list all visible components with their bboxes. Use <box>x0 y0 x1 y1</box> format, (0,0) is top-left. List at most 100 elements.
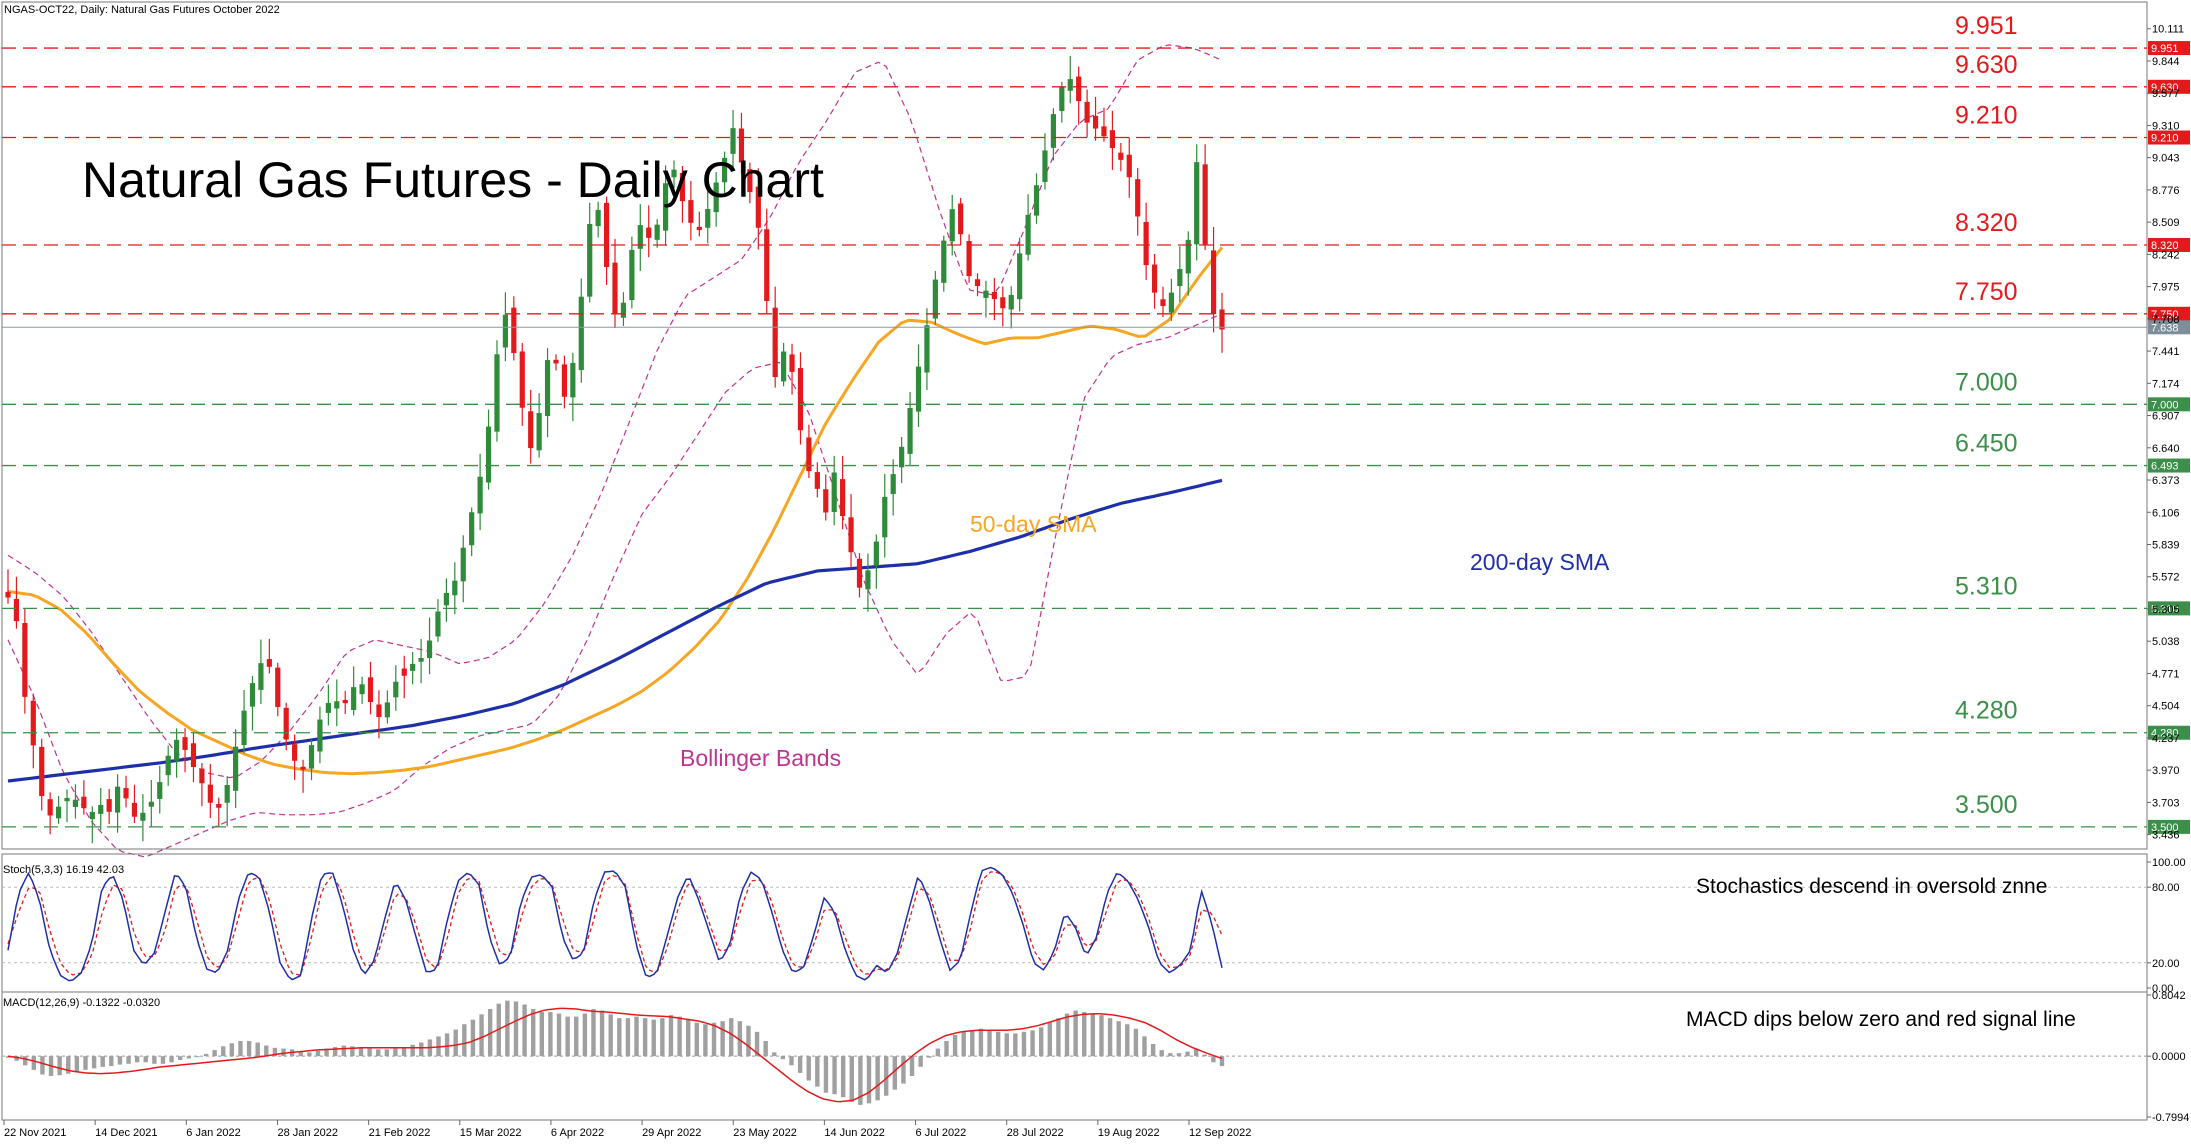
candle-body <box>1210 250 1217 315</box>
macd-histogram-bar <box>203 1053 209 1057</box>
candle-body <box>55 806 62 819</box>
price-axis-label: 4.237 <box>2152 733 2180 745</box>
time-axis-label: 28 Jul 2022 <box>1007 1127 1064 1139</box>
candle-body <box>1050 114 1056 148</box>
macd-histogram-bar <box>668 1015 674 1057</box>
macd-histogram-bar <box>117 1056 123 1065</box>
macd-histogram-bar <box>660 1018 665 1057</box>
candle-body <box>123 788 129 799</box>
time-axis-label: 12 Sep 2022 <box>1189 1127 1251 1139</box>
sma200-annotation: 200-day SMA <box>1470 549 1610 575</box>
macd-histogram-bar <box>1056 1018 1061 1057</box>
candle-body <box>831 472 837 512</box>
candle-body <box>528 411 534 449</box>
candle-body <box>140 812 146 821</box>
macd-histogram-bar <box>66 1056 71 1074</box>
macd-histogram-bar <box>74 1056 80 1073</box>
macd-histogram-bar <box>987 1030 992 1057</box>
macd-histogram-bar <box>246 1040 252 1057</box>
macd-histogram-bar <box>31 1056 37 1070</box>
candle-body <box>376 704 382 718</box>
macd-histogram-bar <box>832 1056 837 1095</box>
candle-body <box>612 262 618 314</box>
macd-histogram-bar <box>617 1018 622 1057</box>
candle-body <box>165 755 171 776</box>
candle-body <box>1067 79 1073 91</box>
macd-histogram-bar <box>358 1047 364 1057</box>
candle-body <box>1033 185 1040 216</box>
price-levels: 9.951 9.951 9.630 9.630 9.210 9.210 8.320 8.320… <box>2 12 2190 834</box>
price-axis-label: 3.703 <box>2152 797 2180 809</box>
macd-histogram-bar <box>1219 1056 1225 1067</box>
macd-histogram-bar <box>737 1021 743 1057</box>
macd-histogram-bar <box>746 1025 751 1057</box>
macd-histogram-bar <box>238 1040 243 1057</box>
macd-histogram-bar <box>324 1048 329 1057</box>
macd-histogram-bar <box>711 1022 717 1057</box>
candle-body <box>233 746 239 791</box>
time-axis-label: 15 Mar 2022 <box>460 1127 522 1139</box>
macd-histogram-bar <box>487 1009 493 1057</box>
price-axis-label: 8.242 <box>2152 249 2180 261</box>
candle-body <box>494 354 500 432</box>
macd-histogram-bar <box>1030 1030 1035 1057</box>
support-level-label: 4.280 <box>1955 697 2018 725</box>
candle-body <box>325 702 331 713</box>
candle-body <box>469 512 475 546</box>
resistance-level-tag <box>2148 79 2190 94</box>
macd-histogram-bar <box>1176 1053 1182 1057</box>
macd-histogram-bar <box>281 1048 286 1057</box>
macd-histogram-bar <box>513 1001 519 1057</box>
price-axis-label: 3.970 <box>2152 765 2180 777</box>
candle-body <box>39 746 45 797</box>
macd-histogram-bar <box>875 1056 880 1101</box>
candle-body <box>207 784 213 803</box>
candle-body <box>915 366 922 412</box>
time-axis: 22 Nov 2021 14 Dec 2021 6 Jan 2022 28 Jan 2… <box>3 1120 1251 1139</box>
candle-body <box>654 224 660 240</box>
candle-body <box>755 186 761 228</box>
candle-body <box>873 541 879 566</box>
price-axis-label: 7.708 <box>2152 314 2180 326</box>
macd-histogram-bar <box>884 1056 889 1096</box>
price-axis-label: 8.776 <box>2152 185 2180 197</box>
candle-body <box>1008 294 1014 310</box>
macd-histogram-bar <box>376 1049 381 1057</box>
macd-histogram-bar <box>1150 1044 1156 1057</box>
candle-body <box>47 799 53 816</box>
macd-axis-label: 0.0000 <box>2152 1051 2186 1063</box>
macd-histogram-bar <box>169 1056 174 1063</box>
macd-histogram-bar <box>393 1048 398 1057</box>
candle-body <box>114 786 121 813</box>
candle-body <box>292 744 298 761</box>
macd-histogram-bar <box>143 1056 148 1063</box>
candle-body <box>637 225 643 249</box>
price-axis-label: 5.038 <box>2152 636 2180 648</box>
candle-body <box>1185 239 1191 274</box>
macd-histogram-bar <box>221 1046 226 1057</box>
macd-histogram-bar <box>970 1030 975 1057</box>
candle-body <box>174 739 180 761</box>
candle-body <box>561 364 568 397</box>
time-axis-label: 23 May 2022 <box>733 1127 797 1139</box>
macd-histogram-bar <box>909 1056 915 1076</box>
macd-histogram-bar <box>160 1056 166 1064</box>
candle-body <box>426 640 433 659</box>
support-level-label: 7.000 <box>1955 368 2018 396</box>
candle-body <box>738 128 745 163</box>
candle-body <box>620 302 627 318</box>
candle-body <box>781 351 787 382</box>
candle-body <box>1135 179 1141 217</box>
macd-histogram-bar <box>367 1048 372 1057</box>
macd-histogram-bar <box>212 1050 217 1057</box>
candle-body <box>983 290 989 298</box>
macd-histogram-bar <box>1013 1033 1018 1057</box>
resistance-level-label: 9.210 <box>1955 102 2018 130</box>
macd-histogram-bar <box>918 1056 923 1067</box>
candle-body <box>241 710 247 746</box>
candle-body <box>797 368 804 431</box>
price-axis-label: 9.043 <box>2152 153 2180 165</box>
candle-body <box>98 804 104 814</box>
candle-body <box>848 517 854 553</box>
candle-body <box>1160 299 1166 306</box>
